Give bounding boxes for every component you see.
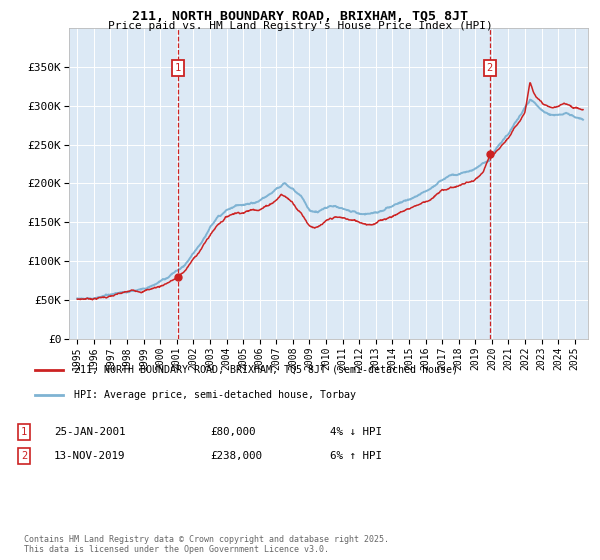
Text: £238,000: £238,000 bbox=[210, 451, 262, 461]
Text: 2: 2 bbox=[21, 451, 27, 461]
Text: 25-JAN-2001: 25-JAN-2001 bbox=[54, 427, 125, 437]
Text: 2: 2 bbox=[487, 63, 493, 73]
Text: 1: 1 bbox=[175, 63, 181, 73]
Text: Contains HM Land Registry data © Crown copyright and database right 2025.
This d: Contains HM Land Registry data © Crown c… bbox=[24, 535, 389, 554]
Text: Price paid vs. HM Land Registry's House Price Index (HPI): Price paid vs. HM Land Registry's House … bbox=[107, 21, 493, 31]
Text: 6% ↑ HPI: 6% ↑ HPI bbox=[330, 451, 382, 461]
Text: 1: 1 bbox=[21, 427, 27, 437]
Text: 211, NORTH BOUNDARY ROAD, BRIXHAM, TQ5 8JT: 211, NORTH BOUNDARY ROAD, BRIXHAM, TQ5 8… bbox=[132, 10, 468, 23]
Text: 4% ↓ HPI: 4% ↓ HPI bbox=[330, 427, 382, 437]
Text: 211, NORTH BOUNDARY ROAD, BRIXHAM, TQ5 8JT (semi-detached house): 211, NORTH BOUNDARY ROAD, BRIXHAM, TQ5 8… bbox=[74, 365, 458, 375]
Text: 13-NOV-2019: 13-NOV-2019 bbox=[54, 451, 125, 461]
Text: HPI: Average price, semi-detached house, Torbay: HPI: Average price, semi-detached house,… bbox=[74, 390, 356, 400]
Text: £80,000: £80,000 bbox=[210, 427, 256, 437]
